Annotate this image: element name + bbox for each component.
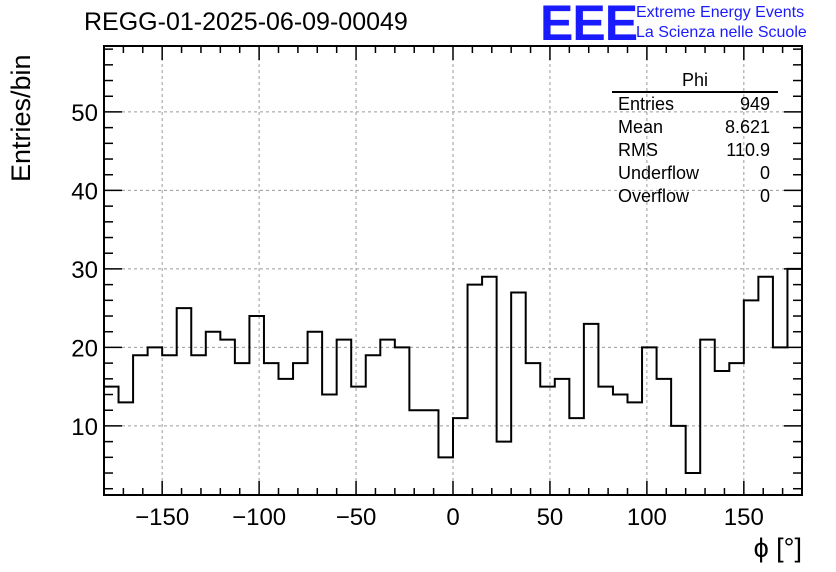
stat-label: Underflow: [618, 163, 700, 183]
stat-value: 110.9: [726, 140, 770, 160]
histogram-bin: [395, 347, 410, 495]
histogram-bin: [438, 457, 453, 495]
stat-row-overflow: Overflow 0: [612, 185, 778, 208]
x-tick-label: −100: [232, 504, 286, 531]
histogram-bin: [351, 387, 366, 495]
x-tick-label: 0: [446, 504, 459, 531]
x-tick-label: 150: [724, 504, 764, 531]
histogram-bin: [628, 402, 643, 495]
y-tick-label: 20: [71, 335, 98, 362]
histogram-bin: [148, 347, 163, 495]
axis-ticks: [103, 46, 803, 495]
logo-line-2: La Scienza nelle Scuole: [636, 24, 807, 41]
y-tick-label: 50: [71, 100, 98, 127]
histogram-bin: [511, 292, 526, 495]
histogram-bin: [293, 363, 308, 495]
chart-title: REGG-01-2025-06-09-00049: [84, 8, 408, 36]
histogram-bin: [715, 371, 730, 495]
stat-label: Overflow: [618, 186, 690, 206]
y-tick-label: 10: [71, 414, 98, 441]
histogram-bin: [380, 340, 395, 495]
histogram-bin: [686, 473, 701, 495]
stat-row-entries: Entries 949: [612, 93, 778, 116]
histogram-bin: [526, 363, 541, 495]
histogram-bin: [220, 340, 235, 495]
histogram-bin: [729, 363, 744, 495]
histogram-bin: [424, 410, 439, 495]
tick-labels: −150 −100 −50 0 50 100 150 10 20 30 40 50: [71, 100, 764, 531]
histogram-bin: [468, 285, 483, 495]
x-tick-label: −150: [135, 504, 189, 531]
histogram-bin: [758, 277, 773, 495]
x-tick-label: 50: [537, 504, 564, 531]
stat-value: 949: [739, 94, 770, 114]
histogram-bin: [584, 324, 599, 495]
histogram-bin: [700, 340, 715, 495]
stats-title: Phi: [612, 70, 778, 93]
histogram-bin: [191, 355, 206, 495]
x-tick-label: 100: [627, 504, 667, 531]
stat-label: Entries: [618, 94, 675, 114]
histogram-bins: [104, 269, 802, 495]
histogram-bin: [279, 379, 294, 495]
histogram-bin: [540, 387, 555, 495]
histogram-bin: [409, 410, 424, 495]
histogram-bin: [744, 300, 759, 495]
histogram-bin: [337, 340, 352, 495]
stat-value: 0: [759, 186, 770, 206]
histogram-bin: [773, 347, 788, 495]
histogram-outline: [104, 267, 802, 475]
histogram-bin: [104, 387, 119, 495]
logo-line-1: Extreme Energy Events: [636, 4, 805, 21]
histogram-bin: [133, 355, 148, 495]
histogram-bin: [642, 347, 657, 495]
y-tick-label: 30: [71, 257, 98, 284]
histogram-bin: [322, 395, 337, 495]
histogram-bin: [249, 316, 264, 495]
stat-label: RMS: [618, 140, 658, 160]
histogram-bin: [453, 418, 468, 495]
y-axis-title: Entries/bin: [6, 54, 36, 182]
stat-label: Mean: [618, 117, 664, 137]
histogram-bin: [787, 269, 802, 495]
stat-row-rms: RMS 110.9: [612, 139, 778, 162]
histogram-bin: [482, 277, 497, 495]
stat-value: 8.621: [724, 117, 770, 137]
eee-logo: EEE: [540, 0, 638, 51]
histogram-bin: [235, 363, 250, 495]
x-tick-label: −50: [336, 504, 377, 531]
histogram-bin: [308, 332, 323, 495]
histogram-bin: [613, 395, 628, 495]
y-tick-label: 40: [71, 178, 98, 205]
stat-value: 0: [759, 163, 770, 183]
histogram-bin: [598, 387, 613, 495]
histogram-bin: [657, 379, 672, 495]
histogram-bin: [366, 355, 381, 495]
stat-row-underflow: Underflow 0: [612, 162, 778, 185]
histogram-bin: [671, 426, 686, 495]
histogram-bin: [555, 379, 570, 495]
histogram-bin: [569, 418, 584, 495]
stat-row-mean: Mean 8.621: [612, 116, 778, 139]
stats-box: Phi Entries 949 Mean 8.621 RMS 110.9 Und…: [612, 70, 778, 208]
x-axis-title: ϕ [°]: [753, 533, 802, 563]
histogram-bin: [177, 308, 192, 495]
histogram-bin: [162, 355, 177, 495]
histogram-bin: [264, 363, 279, 495]
histogram-bin: [206, 332, 221, 495]
histogram-bin: [497, 442, 512, 495]
histogram-bin: [119, 402, 134, 495]
grid-lines: [104, 46, 802, 495]
